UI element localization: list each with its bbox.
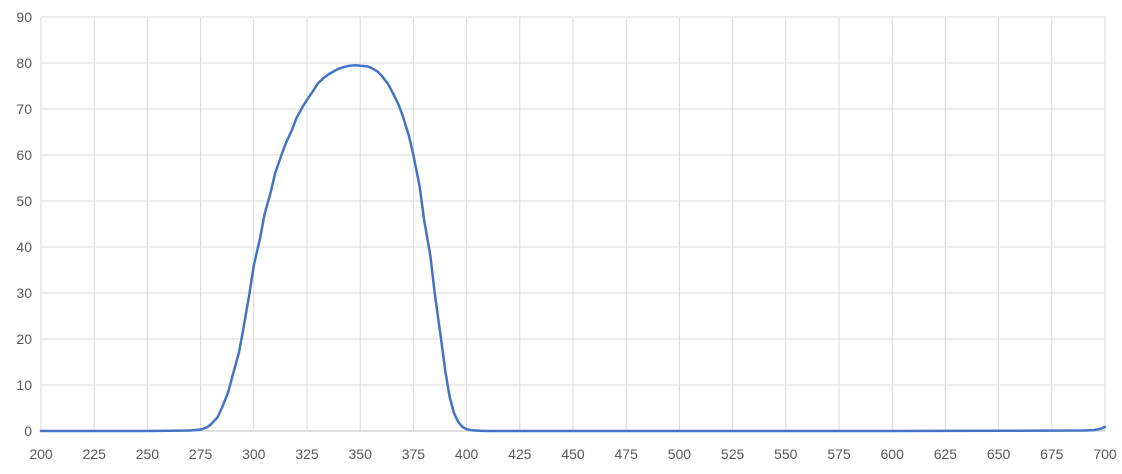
x-tick-label: 250 — [136, 446, 160, 462]
x-tick-label: 200 — [29, 446, 53, 462]
x-tick-label: 625 — [934, 446, 958, 462]
x-tick-label: 275 — [189, 446, 213, 462]
x-tick-label: 325 — [295, 446, 319, 462]
y-tick-label: 80 — [16, 55, 32, 71]
grid-layer — [40, 16, 1106, 431]
x-tick-label: 500 — [668, 446, 692, 462]
x-tick-label: 550 — [774, 446, 798, 462]
x-tick-label: 400 — [455, 446, 479, 462]
x-tick-label: 700 — [1093, 446, 1117, 462]
y-tick-label: 90 — [16, 9, 32, 25]
x-tick-label: 350 — [349, 446, 373, 462]
x-tick-label: 675 — [1040, 446, 1064, 462]
x-tick-label: 450 — [561, 446, 585, 462]
y-tick-label: 50 — [16, 193, 32, 209]
x-tick-label: 575 — [827, 446, 851, 462]
x-tick-label: 650 — [987, 446, 1011, 462]
x-tick-label: 300 — [242, 446, 266, 462]
series-line — [39, 64, 1107, 433]
y-tick-label: 30 — [16, 285, 32, 301]
x-tick-label: 600 — [881, 446, 905, 462]
y-tick-label: 70 — [16, 101, 32, 117]
x-tick-label: 425 — [508, 446, 532, 462]
y-tick-label: 10 — [16, 377, 32, 393]
y-tick-label: 60 — [16, 147, 32, 163]
y-tick-label: 0 — [24, 423, 32, 439]
x-tick-label: 525 — [721, 446, 745, 462]
x-tick-label: 225 — [83, 446, 107, 462]
series-layer — [39, 64, 1107, 433]
y-tick-label: 20 — [16, 331, 32, 347]
y-tick-label: 40 — [16, 239, 32, 255]
x-tick-label: 475 — [615, 446, 639, 462]
axis-layer: 0 10 20 30 40 50 60 70 80 90 200 225 250 275 300 325 350… — [16, 9, 1116, 462]
x-tick-label: 375 — [402, 446, 426, 462]
